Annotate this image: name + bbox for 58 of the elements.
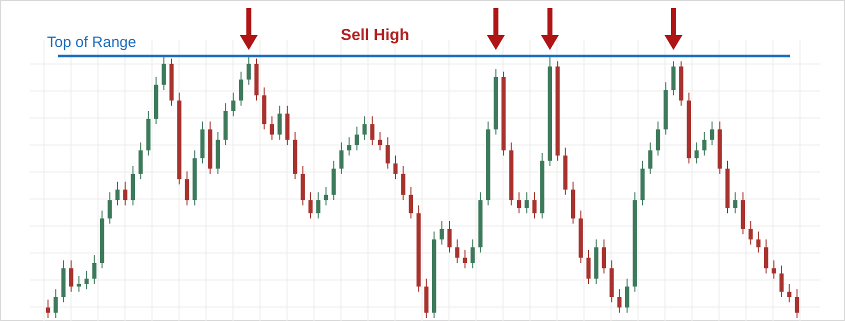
candlestick [710, 121, 714, 146]
candlestick [231, 92, 236, 117]
candlestick [270, 116, 274, 140]
candlestick [440, 220, 444, 246]
candlestick [108, 192, 112, 224]
candlestick [308, 192, 313, 219]
candlestick [54, 288, 58, 318]
candlestick [656, 121, 660, 156]
candlestick [733, 192, 738, 214]
candlestick [184, 170, 190, 206]
candlestick [455, 238, 460, 264]
candlestick [354, 126, 359, 151]
candlestick [278, 105, 282, 140]
candlestick [694, 142, 699, 164]
candlestick [246, 56, 251, 86]
candlestick [138, 142, 143, 180]
candlestick [586, 249, 591, 284]
candlestick [648, 142, 652, 174]
candlestick [69, 260, 74, 292]
candlestick [316, 192, 320, 219]
candlestick [46, 299, 50, 318]
candlestick [617, 288, 622, 314]
candlestick [362, 116, 367, 140]
candlestick [162, 56, 166, 91]
candlestick [470, 238, 475, 269]
candlestick [324, 186, 328, 206]
candlestick [524, 192, 529, 214]
candlestick [602, 238, 606, 274]
candlestick [339, 142, 344, 174]
candlestick [625, 278, 630, 314]
candlestick [462, 249, 468, 269]
candlestick [393, 155, 398, 180]
candlestick [347, 136, 352, 156]
ref-line-label: Top of Range [47, 34, 136, 51]
candlestick [76, 276, 81, 292]
candlestick [532, 192, 537, 219]
candlestick [702, 131, 706, 156]
candlestick [92, 254, 96, 284]
candlestick [378, 131, 382, 151]
candlestick [756, 231, 760, 253]
candlestick [84, 270, 89, 290]
candlestick [238, 71, 244, 106]
candlestick [794, 288, 800, 318]
candlestick [408, 186, 414, 219]
candlestick [115, 181, 120, 206]
candlestick [787, 283, 792, 303]
candlestick [772, 260, 776, 280]
text: Sell High [340, 27, 410, 44]
candlestick [671, 60, 676, 96]
candlestick [447, 220, 452, 253]
candlestick [764, 238, 768, 274]
candlestick [748, 220, 753, 246]
candlestick [123, 181, 128, 206]
candlestick [370, 116, 374, 146]
candlestick [779, 265, 784, 298]
candlestick [516, 192, 522, 214]
candlestick [401, 166, 406, 201]
candlestick [386, 136, 390, 170]
